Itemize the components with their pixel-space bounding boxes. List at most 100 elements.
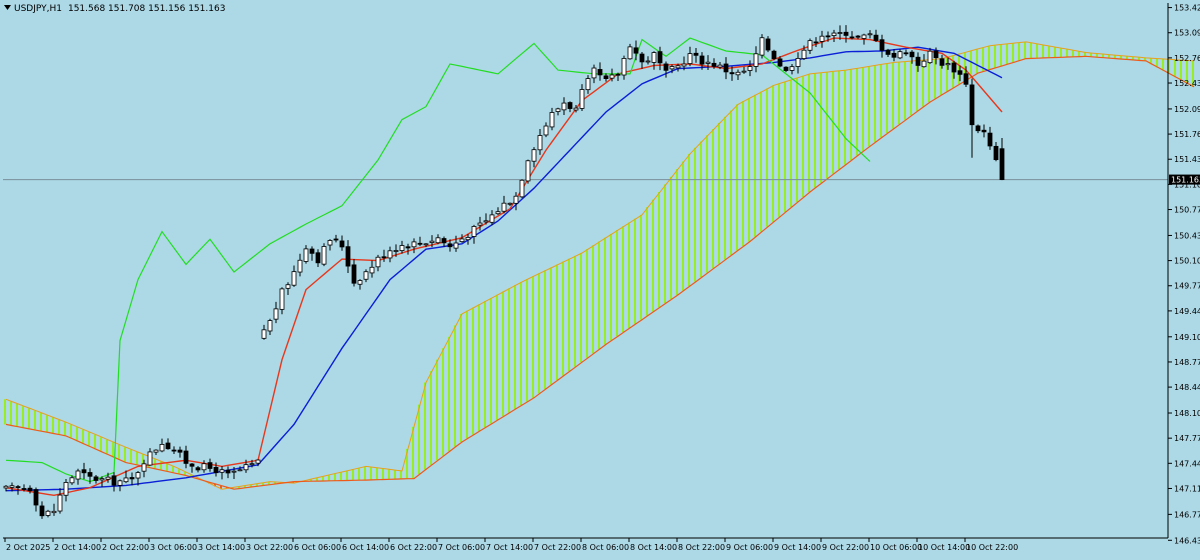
- candle: [447, 239, 453, 252]
- candle: [735, 69, 741, 81]
- candle: [741, 66, 747, 74]
- candlesticks: [3, 25, 1005, 519]
- price-tick-label: 147.110: [1174, 484, 1200, 493]
- candle: [915, 52, 921, 72]
- candle: [789, 64, 795, 75]
- price-tick-label: 151.100: [1174, 180, 1200, 189]
- candle: [345, 240, 351, 274]
- current-price-label: 151.163: [1171, 176, 1200, 185]
- candle: [519, 179, 525, 199]
- candle: [651, 51, 657, 70]
- candle: [873, 29, 879, 43]
- symbol-label: USDJPY,H1: [14, 4, 62, 14]
- candle: [495, 207, 501, 216]
- price-tick-label: 149.100: [1174, 333, 1200, 342]
- chikou-span-line: [5, 37, 871, 483]
- candle: [399, 240, 405, 254]
- candle: [759, 34, 765, 59]
- candle: [939, 54, 945, 69]
- candle: [249, 459, 255, 468]
- candle: [117, 479, 123, 492]
- candle: [777, 56, 783, 68]
- candle: [219, 466, 225, 480]
- candle: [909, 50, 915, 64]
- candle: [453, 235, 459, 252]
- candle: [159, 438, 165, 453]
- candle: [123, 470, 129, 484]
- candle: [567, 101, 573, 113]
- candle: [291, 265, 297, 287]
- time-tick-label: 9 Oct 14:00: [774, 543, 821, 552]
- candle: [543, 122, 549, 138]
- candle: [489, 210, 495, 226]
- candle: [933, 47, 939, 65]
- candle: [483, 213, 489, 225]
- candle: [957, 65, 963, 82]
- candle: [801, 45, 807, 60]
- candle: [459, 234, 465, 243]
- candle: [273, 301, 279, 324]
- candle: [783, 66, 789, 73]
- candle: [705, 55, 711, 70]
- time-tick-label: 2 Oct 22:00: [102, 543, 149, 552]
- candle: [435, 234, 441, 245]
- time-tick-label: 2 Oct 2025: [6, 543, 50, 552]
- candle: [717, 62, 723, 70]
- tenkan-sen-line: [5, 37, 1003, 497]
- candle: [303, 245, 309, 264]
- candle: [375, 254, 381, 272]
- candle: [9, 482, 15, 492]
- time-tick-label: 6 Oct 14:00: [342, 543, 389, 552]
- candle: [267, 318, 273, 336]
- candle: [897, 49, 903, 60]
- candle: [93, 474, 99, 484]
- candle: [165, 438, 171, 450]
- candle: [711, 58, 717, 69]
- candle: [279, 287, 285, 315]
- candle: [189, 463, 195, 473]
- candle: [813, 37, 819, 48]
- time-tick-label: 7 Oct 22:00: [534, 543, 581, 552]
- candle: [129, 472, 135, 486]
- candle: [531, 147, 537, 168]
- price-tick-label: 146.430: [1174, 536, 1200, 545]
- price-tick-label: 150.430: [1174, 231, 1200, 240]
- candle: [351, 258, 357, 287]
- candle: [573, 104, 579, 113]
- kijun-sen-line: [5, 46, 1003, 492]
- candle: [213, 462, 219, 477]
- candle: [885, 48, 891, 57]
- candle: [363, 269, 369, 283]
- candle: [927, 47, 933, 64]
- candle: [561, 97, 567, 116]
- candle: [429, 235, 435, 248]
- time-tick-label: 7 Oct 06:00: [438, 543, 485, 552]
- candle: [285, 282, 291, 295]
- candle: [339, 235, 345, 251]
- time-tick-label: 9 Oct 06:00: [726, 543, 773, 552]
- candle: [387, 246, 393, 263]
- candle: [201, 460, 207, 473]
- candle: [33, 487, 39, 512]
- candle: [255, 459, 261, 467]
- time-tick-label: 3 Oct 14:00: [198, 543, 245, 552]
- candle: [975, 124, 981, 134]
- candle: [729, 66, 735, 81]
- price-tick-label: 148.440: [1174, 383, 1200, 392]
- candle: [477, 216, 483, 231]
- candle: [57, 488, 63, 514]
- candle: [693, 48, 699, 63]
- time-tick-label: 6 Oct 22:00: [390, 543, 437, 552]
- candle: [669, 64, 675, 74]
- candle: [753, 46, 759, 73]
- candle: [87, 468, 93, 484]
- time-axis: 2 Oct 2025 2 Oct 14:00 2 Oct 22:00 3 Oct 06…: [3, 537, 1168, 552]
- symbol-dropdown-icon[interactable]: [4, 5, 11, 10]
- candle: [471, 224, 477, 244]
- candle: [807, 38, 813, 55]
- price-tick-label: 148.100: [1174, 409, 1200, 418]
- candle: [891, 49, 897, 62]
- candle: [153, 449, 159, 455]
